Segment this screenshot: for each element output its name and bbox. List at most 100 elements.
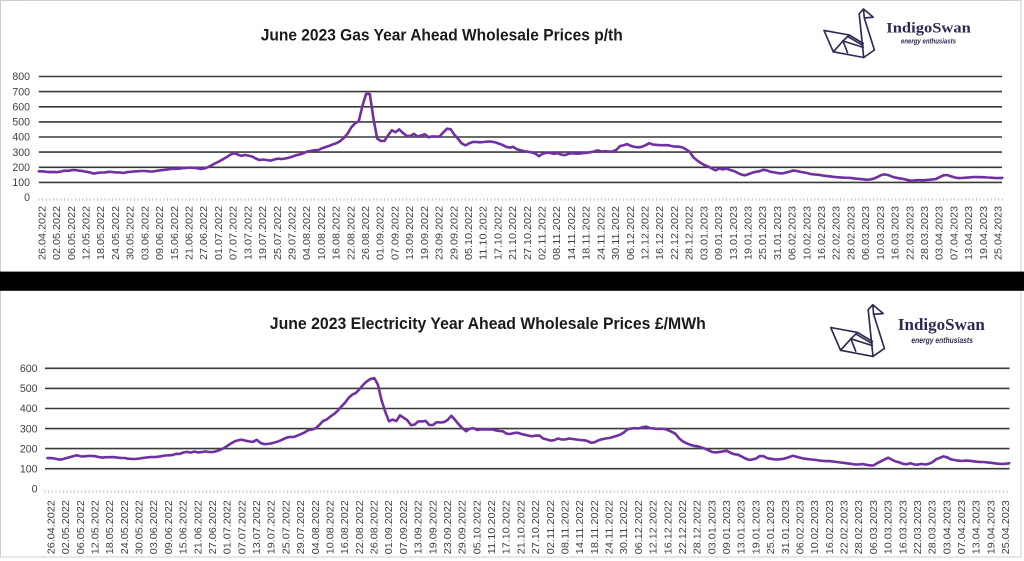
svg-text:17.10.2022: 17.10.2022 xyxy=(502,500,513,554)
svg-text:09.06.2022: 09.06.2022 xyxy=(164,500,175,554)
svg-text:30.11.2022: 30.11.2022 xyxy=(611,206,622,260)
svg-text:200: 200 xyxy=(20,443,38,455)
svg-text:21.06.2022: 21.06.2022 xyxy=(185,206,196,260)
svg-text:22.02.2023: 22.02.2023 xyxy=(840,500,851,554)
svg-text:24.11.2022: 24.11.2022 xyxy=(596,206,607,260)
svg-text:18.11.2022: 18.11.2022 xyxy=(582,206,593,260)
svg-text:25.07.2022: 25.07.2022 xyxy=(281,500,292,554)
svg-text:24.11.2022: 24.11.2022 xyxy=(605,500,616,554)
svg-text:June 2023 Electricity Year Ahe: June 2023 Electricity Year Ahead Wholesa… xyxy=(270,315,706,333)
svg-text:07.04.2023: 07.04.2023 xyxy=(957,500,968,554)
svg-text:0: 0 xyxy=(24,192,30,204)
svg-text:15.06.2022: 15.06.2022 xyxy=(179,500,190,554)
svg-text:15.06.2022: 15.06.2022 xyxy=(170,206,181,260)
svg-text:28.03.2023: 28.03.2023 xyxy=(928,500,939,554)
svg-text:28.03.2023: 28.03.2023 xyxy=(920,206,931,260)
svg-text:14.11.2022: 14.11.2022 xyxy=(567,206,578,260)
svg-text:10.02.2023: 10.02.2023 xyxy=(810,500,821,554)
svg-text:27.10.2022: 27.10.2022 xyxy=(523,206,534,260)
svg-text:22.02.2023: 22.02.2023 xyxy=(832,206,843,260)
svg-text:27.06.2022: 27.06.2022 xyxy=(199,206,210,260)
svg-text:300: 300 xyxy=(20,423,38,435)
svg-text:10.02.2023: 10.02.2023 xyxy=(802,206,813,260)
svg-text:19.01.2023: 19.01.2023 xyxy=(744,206,755,260)
svg-text:400: 400 xyxy=(12,132,30,144)
svg-text:27.06.2022: 27.06.2022 xyxy=(208,500,219,554)
svg-text:28.12.2022: 28.12.2022 xyxy=(685,206,696,260)
svg-text:energy enthusiasts: energy enthusiasts xyxy=(901,37,956,46)
svg-text:25.04.2023: 25.04.2023 xyxy=(1001,500,1012,554)
svg-text:30.05.2022: 30.05.2022 xyxy=(126,206,137,260)
svg-text:12.12.2022: 12.12.2022 xyxy=(641,206,652,260)
svg-text:13.09.2022: 13.09.2022 xyxy=(405,206,416,260)
svg-text:03.01.2023: 03.01.2023 xyxy=(707,500,718,554)
svg-text:12.12.2022: 12.12.2022 xyxy=(649,500,660,554)
svg-text:29.07.2022: 29.07.2022 xyxy=(296,500,307,554)
svg-text:06.05.2022: 06.05.2022 xyxy=(67,206,78,260)
svg-text:22.08.2022: 22.08.2022 xyxy=(346,206,357,260)
svg-text:03.06.2022: 03.06.2022 xyxy=(149,500,160,554)
svg-text:07.04.2023: 07.04.2023 xyxy=(949,206,960,260)
svg-text:01.09.2022: 01.09.2022 xyxy=(384,500,395,554)
svg-text:26.08.2022: 26.08.2022 xyxy=(370,500,381,554)
svg-text:02.11.2022: 02.11.2022 xyxy=(538,206,549,260)
svg-text:18.05.2022: 18.05.2022 xyxy=(105,500,116,554)
svg-text:500: 500 xyxy=(20,383,38,395)
svg-text:06.05.2022: 06.05.2022 xyxy=(76,500,87,554)
svg-text:02.05.2022: 02.05.2022 xyxy=(61,500,72,554)
svg-text:26.04.2022: 26.04.2022 xyxy=(37,206,48,260)
svg-text:600: 600 xyxy=(20,363,38,375)
svg-text:100: 100 xyxy=(12,177,30,189)
svg-text:19.09.2022: 19.09.2022 xyxy=(420,206,431,260)
svg-text:09.01.2023: 09.01.2023 xyxy=(722,500,733,554)
svg-text:800: 800 xyxy=(12,71,30,83)
svg-text:27.10.2022: 27.10.2022 xyxy=(531,500,542,554)
svg-text:04.08.2022: 04.08.2022 xyxy=(311,500,322,554)
svg-text:16.02.2023: 16.02.2023 xyxy=(817,206,828,260)
svg-text:10.03.2023: 10.03.2023 xyxy=(876,206,887,260)
svg-text:06.03.2023: 06.03.2023 xyxy=(869,500,880,554)
svg-text:29.09.2022: 29.09.2022 xyxy=(449,206,460,260)
svg-text:26.04.2022: 26.04.2022 xyxy=(46,500,57,554)
svg-text:25.07.2022: 25.07.2022 xyxy=(273,206,284,260)
svg-text:07.07.2022: 07.07.2022 xyxy=(237,500,248,554)
svg-text:200: 200 xyxy=(12,162,30,174)
svg-text:IndigoSwan: IndigoSwan xyxy=(886,20,971,36)
svg-text:06.12.2022: 06.12.2022 xyxy=(634,500,645,554)
svg-text:31.01.2023: 31.01.2023 xyxy=(773,206,784,260)
svg-text:24.05.2022: 24.05.2022 xyxy=(120,500,131,554)
svg-text:22.12.2022: 22.12.2022 xyxy=(670,206,681,260)
svg-text:18.11.2022: 18.11.2022 xyxy=(590,500,601,554)
svg-text:19.01.2023: 19.01.2023 xyxy=(751,500,762,554)
svg-text:23.09.2022: 23.09.2022 xyxy=(435,206,446,260)
svg-text:13.09.2022: 13.09.2022 xyxy=(414,500,425,554)
svg-text:30.11.2022: 30.11.2022 xyxy=(619,500,630,554)
svg-text:22.08.2022: 22.08.2022 xyxy=(355,500,366,554)
svg-text:18.05.2022: 18.05.2022 xyxy=(96,206,107,260)
svg-text:03.04.2023: 03.04.2023 xyxy=(935,206,946,260)
svg-text:25.01.2023: 25.01.2023 xyxy=(758,206,769,260)
svg-text:01.09.2022: 01.09.2022 xyxy=(376,206,387,260)
svg-text:05.10.2022: 05.10.2022 xyxy=(472,500,483,554)
svg-text:25.04.2023: 25.04.2023 xyxy=(994,206,1005,260)
svg-text:13.07.2022: 13.07.2022 xyxy=(252,500,263,554)
svg-text:07.07.2022: 07.07.2022 xyxy=(229,206,240,260)
svg-text:10.08.2022: 10.08.2022 xyxy=(326,500,337,554)
svg-text:14.11.2022: 14.11.2022 xyxy=(575,500,586,554)
svg-text:29.09.2022: 29.09.2022 xyxy=(458,500,469,554)
svg-text:10.03.2023: 10.03.2023 xyxy=(884,500,895,554)
svg-text:21.06.2022: 21.06.2022 xyxy=(193,500,204,554)
svg-text:09.01.2023: 09.01.2023 xyxy=(714,206,725,260)
svg-text:31.01.2023: 31.01.2023 xyxy=(781,500,792,554)
svg-text:23.09.2022: 23.09.2022 xyxy=(443,500,454,554)
svg-text:16.08.2022: 16.08.2022 xyxy=(340,500,351,554)
svg-text:28.12.2022: 28.12.2022 xyxy=(693,500,704,554)
svg-text:08.11.2022: 08.11.2022 xyxy=(561,500,572,554)
svg-text:IndigoSwan: IndigoSwan xyxy=(898,315,985,334)
svg-text:17.10.2022: 17.10.2022 xyxy=(493,206,504,260)
svg-text:03.06.2022: 03.06.2022 xyxy=(140,206,151,260)
svg-text:16.12.2022: 16.12.2022 xyxy=(655,206,666,260)
svg-text:energy enthusiasts: energy enthusiasts xyxy=(911,336,973,345)
svg-text:12.05.2022: 12.05.2022 xyxy=(82,206,93,260)
svg-text:300: 300 xyxy=(12,147,30,159)
